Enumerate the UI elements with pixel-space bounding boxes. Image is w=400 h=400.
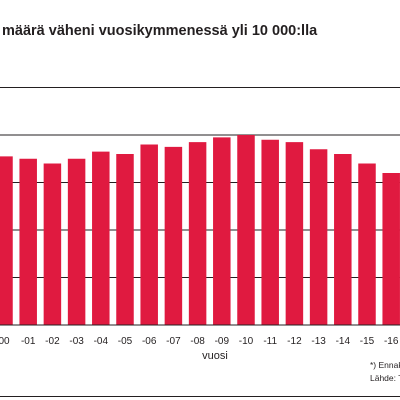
- bar: [0, 156, 13, 325]
- x-tick-label: -12: [287, 336, 302, 347]
- chart-title: määrä väheni vuosikymmenessä yli 10 000:…: [2, 23, 318, 39]
- x-tick-label: -02: [45, 336, 60, 347]
- x-axis-label: vuosi: [202, 350, 228, 362]
- x-tick-label: -05: [118, 336, 133, 347]
- x-tick-label: -08: [190, 336, 205, 347]
- source-note: Lähde: T: [370, 373, 400, 383]
- x-tick-label: 00: [0, 336, 10, 347]
- x-tick-label: -13: [311, 336, 326, 347]
- bar: [261, 139, 279, 325]
- bar: [19, 158, 37, 325]
- bar: [382, 173, 400, 325]
- bar: [358, 163, 376, 325]
- bars: [0, 135, 400, 325]
- bar: [188, 142, 207, 325]
- x-tick-label: -09: [215, 336, 230, 347]
- x-tick-label: -01: [21, 336, 36, 347]
- bar: [213, 137, 231, 325]
- bar: [116, 154, 134, 325]
- bar: [237, 135, 255, 325]
- x-tick-label: -04: [94, 336, 109, 347]
- x-tick-label: -15: [360, 336, 375, 347]
- bar: [43, 163, 62, 325]
- x-tick-label: -16: [384, 336, 399, 347]
- x-tick-label: -10: [239, 336, 254, 347]
- bar: [67, 158, 86, 325]
- bar: [285, 142, 304, 325]
- bar: [140, 144, 158, 325]
- x-tick-label: -03: [69, 336, 84, 347]
- x-tick-labels: 00 -01 -02 -03 -04 -05 -06 -07 -08 -09 -10 -11 -12 -1…: [0, 336, 399, 347]
- bottom-divider: [0, 396, 400, 397]
- bar: [92, 151, 110, 325]
- bar: [164, 146, 183, 325]
- x-tick-label: -06: [142, 336, 157, 347]
- footnote: *) Ennak: [370, 360, 400, 370]
- x-tick-label: -14: [336, 336, 351, 347]
- x-tick-label: -11: [263, 336, 277, 347]
- bar: [309, 149, 328, 325]
- bar: [334, 154, 352, 325]
- x-tick-label: -07: [166, 336, 181, 347]
